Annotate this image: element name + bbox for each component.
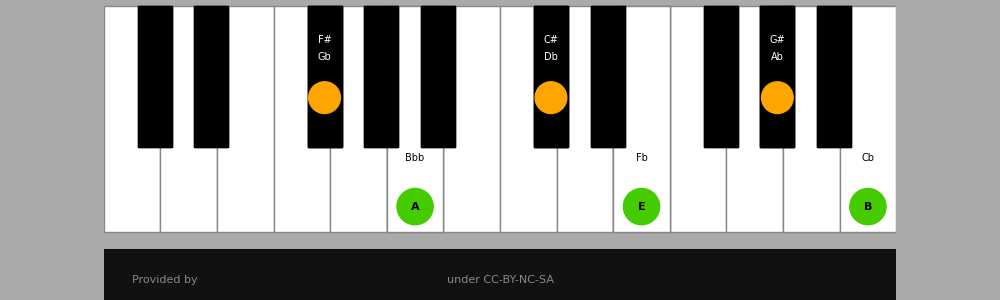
- Bar: [704, 6, 738, 147]
- Bar: [387, 6, 443, 232]
- Bar: [817, 6, 851, 147]
- Text: G#: G#: [770, 35, 785, 45]
- Bar: [104, 249, 896, 300]
- Bar: [421, 6, 455, 147]
- Circle shape: [850, 188, 886, 225]
- Text: Cb: Cb: [861, 153, 874, 163]
- Text: A: A: [411, 202, 419, 212]
- Text: under CC-BY-NC-SA: under CC-BY-NC-SA: [447, 275, 554, 285]
- Bar: [160, 6, 217, 232]
- Bar: [364, 6, 398, 147]
- Circle shape: [762, 82, 793, 113]
- Bar: [308, 6, 342, 147]
- Circle shape: [535, 82, 567, 113]
- Bar: [308, 6, 342, 147]
- Bar: [194, 6, 228, 147]
- Bar: [387, 6, 443, 232]
- Bar: [817, 6, 851, 147]
- Bar: [591, 6, 625, 147]
- Text: C#: C#: [544, 35, 558, 45]
- Text: Fb: Fb: [636, 153, 647, 163]
- Bar: [138, 6, 172, 147]
- Bar: [670, 6, 726, 232]
- Bar: [613, 6, 670, 232]
- Text: Db: Db: [544, 52, 558, 62]
- Bar: [557, 6, 613, 232]
- Text: Provided by: Provided by: [132, 275, 198, 285]
- Bar: [760, 6, 794, 147]
- Bar: [443, 6, 500, 232]
- Bar: [217, 6, 274, 232]
- Bar: [726, 6, 783, 232]
- Text: Ab: Ab: [771, 52, 784, 62]
- Bar: [274, 6, 330, 232]
- Bar: [534, 6, 568, 147]
- Bar: [760, 6, 794, 147]
- Text: F#: F#: [318, 35, 331, 45]
- Bar: [308, 6, 342, 147]
- Bar: [387, 6, 443, 232]
- Bar: [613, 6, 670, 232]
- Bar: [840, 6, 896, 232]
- Circle shape: [623, 188, 660, 225]
- Bar: [534, 6, 568, 147]
- Bar: [364, 6, 398, 147]
- Bar: [591, 6, 625, 147]
- Bar: [534, 6, 568, 147]
- Circle shape: [309, 82, 340, 113]
- Bar: [613, 6, 670, 232]
- Bar: [138, 6, 172, 147]
- Bar: [421, 6, 455, 147]
- Text: Gb: Gb: [318, 52, 331, 62]
- Text: E: E: [638, 202, 645, 212]
- Bar: [840, 6, 896, 232]
- Text: Bbb: Bbb: [405, 153, 425, 163]
- Bar: [704, 6, 738, 147]
- Bar: [104, 6, 160, 232]
- Bar: [783, 6, 840, 232]
- Bar: [194, 6, 228, 147]
- Bar: [500, 6, 557, 232]
- Bar: [330, 6, 387, 232]
- Bar: [783, 6, 840, 232]
- Circle shape: [397, 188, 433, 225]
- Bar: [760, 6, 794, 147]
- Text: B: B: [864, 202, 872, 212]
